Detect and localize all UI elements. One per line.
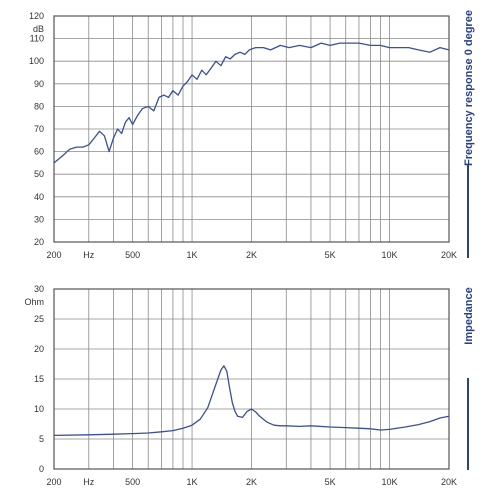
imp-plot-frame <box>53 288 450 470</box>
fr-unit-label: dB <box>33 24 44 34</box>
imp-series-line <box>53 365 450 437</box>
fr-series-line <box>53 42 450 164</box>
fr-x-tick-label: 200 <box>46 250 61 260</box>
imp-unit-label: Ohm <box>24 297 44 307</box>
imp-y-tick-label: 30 <box>34 284 44 294</box>
fr-y-tick-label: 20 <box>34 237 44 247</box>
imp-grid <box>54 288 449 470</box>
fr-x-tick-label: 10K <box>382 250 398 260</box>
fr-x-tick-label: Hz <box>83 250 94 260</box>
imp-y-tick-label: 5 <box>39 434 44 444</box>
fr-x-tick-label: 500 <box>125 250 140 260</box>
fr-y-tick-label: 70 <box>34 124 44 134</box>
imp-side-title: Impedance <box>463 287 475 344</box>
imp-y-tick-label: 20 <box>34 344 44 354</box>
imp-x-tick-label: 10K <box>382 477 398 487</box>
fr-x-tick-label: 2K <box>246 250 257 260</box>
fr-y-tick-label: 90 <box>34 79 44 89</box>
fr-side-title: Frequency response 0 degree <box>463 10 475 166</box>
fr-y-tick-label: 30 <box>34 214 44 224</box>
imp-chart: 0 5 10 15 20 25 30 200 Hz 500 1K 2K 5K 10K 20K Ohm Imped… <box>24 284 475 487</box>
imp-y-tick-label: 15 <box>34 374 44 384</box>
fr-y-tick-label: 50 <box>34 169 44 179</box>
imp-x-tick-label: 5K <box>325 477 336 487</box>
imp-x-tick-label: 1K <box>187 477 198 487</box>
fr-x-tick-label: 5K <box>325 250 336 260</box>
fr-grid <box>54 15 449 243</box>
fr-y-tick-label: 80 <box>34 101 44 111</box>
fr-y-tick-label: 60 <box>34 147 44 157</box>
fr-x-tick-label: 20K <box>441 250 457 260</box>
imp-y-tick-label: 25 <box>34 314 44 324</box>
imp-y-tick-label: 0 <box>39 464 44 474</box>
fr-y-tick-label: 110 <box>30 34 44 44</box>
fr-y-tick-label: 40 <box>34 192 44 202</box>
fr-plot-frame <box>53 15 450 243</box>
imp-y-tick-label: 10 <box>34 404 44 414</box>
imp-x-tick-label: 500 <box>125 477 140 487</box>
fr-chart: 20 30 40 50 60 70 80 90 100 110 120 200 Hz 500 1K 2K 5K 1… <box>29 10 475 260</box>
imp-x-tick-label: 20K <box>441 477 457 487</box>
imp-x-tick-label: 2K <box>246 477 257 487</box>
fr-x-tick-label: 1K <box>187 250 198 260</box>
imp-x-tick-label: 200 <box>46 477 61 487</box>
fr-y-tick-label: 100 <box>29 56 44 66</box>
fr-y-tick-label: 120 <box>29 11 44 21</box>
imp-x-tick-label: Hz <box>83 477 94 487</box>
